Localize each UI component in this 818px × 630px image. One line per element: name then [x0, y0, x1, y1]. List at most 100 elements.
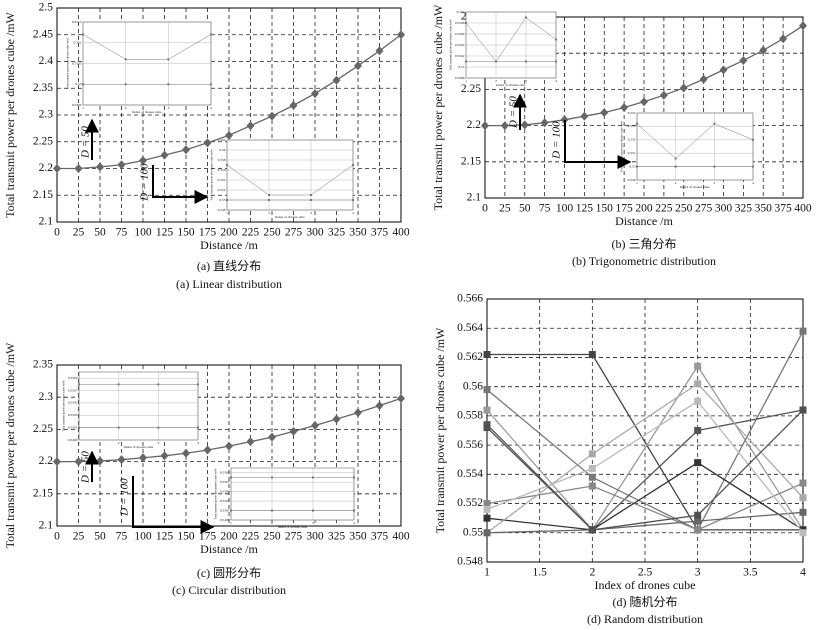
- x-axis-label: Index of drones cube: [496, 83, 526, 87]
- marker: [225, 130, 233, 140]
- marker: [310, 194, 312, 196]
- series-line: [82, 34, 212, 60]
- series-line: [486, 409, 804, 531]
- marker: [752, 138, 754, 141]
- x-tick-label: 100: [134, 227, 152, 239]
- marker: [694, 526, 702, 534]
- marker: [246, 121, 255, 131]
- marker: [354, 61, 362, 71]
- y-tick-label: 0.554: [218, 178, 226, 182]
- x-tick-label: 350: [349, 227, 367, 239]
- y-tick-label: 0.5507: [68, 388, 78, 392]
- marker: [620, 103, 629, 112]
- y-tick-label: 0.5501: [68, 425, 78, 429]
- y-tick-label: 2.1: [39, 216, 54, 228]
- x-tick-label: 4: [752, 181, 754, 185]
- marker: [483, 406, 491, 414]
- x-tick-label: 75: [116, 227, 128, 239]
- marker: [210, 83, 212, 86]
- x-tick-label: 325: [735, 203, 753, 215]
- marker: [588, 526, 596, 534]
- y-tick-label: 2.15: [33, 487, 53, 499]
- arrow: [564, 120, 632, 169]
- y-tick-label: 0.5499: [220, 518, 230, 522]
- marker: [354, 408, 362, 418]
- inset-bg: [227, 140, 353, 210]
- subtitle: (a) Linear distribution: [176, 277, 282, 291]
- x-axis-label: Index of drones cube: [124, 445, 154, 449]
- y-tick-label: 0.562: [218, 138, 226, 142]
- x-tick-label: 225: [655, 203, 673, 215]
- marker: [799, 529, 807, 537]
- x-tick-label: 1: [78, 441, 80, 445]
- x-tick-label: 225: [242, 227, 260, 239]
- series-line: [486, 461, 804, 531]
- plot: 1 1.5 2 2.5 3 3.5 4 0.548 0.55 0.552 0.554 0.556 0.5…: [433, 293, 807, 592]
- inset: 1 2 3 4 0.5499 0.5501 0.5503 0.5505 0.5507 0.5509…: [214, 467, 355, 529]
- marker: [525, 60, 527, 63]
- y-tick-label: 0.5515: [72, 20, 82, 24]
- marker: [713, 122, 716, 125]
- inset: 1 2 3 4 0.5495 0.55 0.5505 0.551 0.5515 Index of …: [66, 20, 212, 114]
- x-tick-label: 150: [596, 203, 614, 215]
- y-tick-label: 2.3: [39, 391, 54, 403]
- marker: [560, 115, 569, 125]
- y-tick-label: 0.564: [457, 322, 483, 334]
- marker: [694, 511, 702, 519]
- y-tick-label: 0.548: [218, 208, 226, 212]
- plot-frame: [484, 16, 804, 199]
- marker: [271, 476, 273, 479]
- marker: [483, 529, 491, 537]
- marker: [353, 509, 355, 512]
- marker: [674, 165, 677, 168]
- marker: [203, 445, 212, 455]
- y-tick-label: 0.5503: [68, 413, 78, 417]
- marker: [82, 83, 84, 86]
- x-axis-label: Index of drones cube: [595, 578, 696, 592]
- marker: [375, 401, 384, 411]
- y-tick-label: 0.5503: [220, 499, 230, 503]
- marker: [580, 111, 589, 121]
- marker: [600, 108, 609, 118]
- y-axis-label: Total transmit power per drones cube /mW: [449, 19, 453, 71]
- x-tick-label: 50: [519, 203, 531, 215]
- subtitle: (b) Trigonometric distribution: [572, 254, 716, 268]
- inset: 1 2 3 4 0.549 0.55 0.551 0.552 0.553 0.554 Index o…: [620, 111, 754, 189]
- x-tick-label: 75: [116, 531, 128, 543]
- x-tick-label: 4: [353, 521, 355, 525]
- marker: [311, 89, 319, 99]
- series-line: [486, 511, 804, 534]
- y-axis-label: Total transmit power per drones cube /mW: [433, 327, 447, 533]
- x-tick-label: 2: [268, 211, 270, 215]
- annotation: D = 100: [139, 163, 151, 202]
- inset-bg: [231, 468, 354, 520]
- marker: [197, 383, 199, 386]
- marker: [799, 406, 807, 414]
- marker: [525, 16, 527, 19]
- marker: [124, 58, 127, 61]
- plot-frame: [636, 112, 754, 181]
- marker: [759, 45, 768, 55]
- marker: [674, 157, 677, 160]
- arrow: [132, 476, 215, 534]
- x-tick-label: 1: [226, 211, 228, 215]
- x-tick-label: 1: [82, 106, 84, 110]
- x-tick-label: 2: [675, 181, 677, 185]
- marker: [694, 362, 702, 370]
- marker: [197, 426, 199, 429]
- marker: [713, 165, 716, 168]
- marker: [157, 426, 160, 429]
- y-tick-label: 0.551: [74, 41, 82, 45]
- x-tick-label: 4: [800, 567, 806, 579]
- series-line: [486, 330, 804, 531]
- subtitle: (d) Random distribution: [587, 612, 703, 626]
- y-tick-label: 0.5501: [220, 508, 230, 512]
- marker: [659, 90, 668, 100]
- marker: [694, 459, 702, 467]
- marker: [310, 199, 312, 201]
- x-tick-label: 0: [54, 227, 60, 239]
- y-tick-label: 2.35: [33, 82, 53, 94]
- y-tick-label: 0.5509: [68, 376, 78, 380]
- marker: [117, 455, 126, 465]
